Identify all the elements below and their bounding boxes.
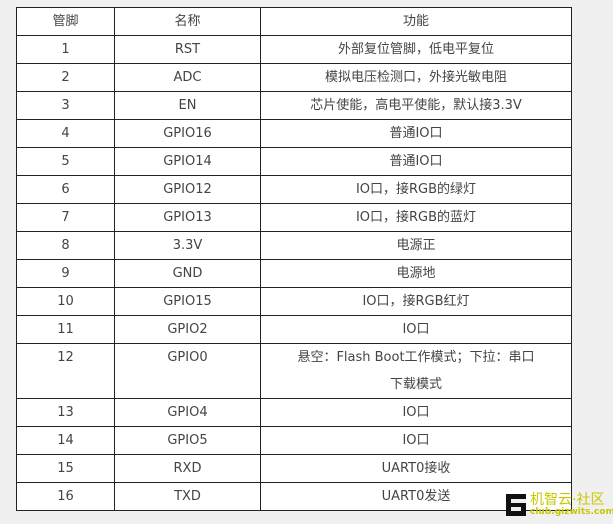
table-row: 13 GPIO4 IO口 — [16, 398, 572, 427]
cell-function: 普通IO口 — [260, 147, 572, 176]
cell-name: ADC — [114, 63, 261, 92]
cell-name: GPIO5 — [114, 426, 261, 455]
cell-name: EN — [114, 91, 261, 120]
cell-name: GPIO12 — [114, 175, 261, 204]
table-row: 1 RST 外部复位管脚，低电平复位 — [16, 35, 572, 64]
table-row: 10 GPIO15 IO口，接RGB红灯 — [16, 287, 572, 316]
cell-pin: 5 — [16, 147, 115, 176]
header-pin: 管脚 — [16, 7, 115, 36]
cell-name: GPIO2 — [114, 315, 261, 344]
cell-name: GPIO15 — [114, 287, 261, 316]
watermark-title: 机智云·社区 — [530, 492, 605, 508]
cell-name: GPIO4 — [114, 398, 261, 427]
watermark: 机智云·社区 club.gizwits.com — [506, 493, 613, 517]
cell-function: IO口 — [260, 426, 572, 455]
cell-function: 模拟电压检测口，外接光敏电阻 — [260, 63, 572, 92]
cell-pin: 14 — [16, 426, 115, 455]
cell-function: IO口，接RGB的绿灯 — [260, 175, 572, 204]
cell-pin: 10 — [16, 287, 115, 316]
cell-name: GPIO16 — [114, 119, 261, 148]
table-row: 6 GPIO12 IO口，接RGB的绿灯 — [16, 175, 572, 204]
cell-name: TXD — [114, 482, 261, 511]
cell-name: GPIO0 — [114, 343, 261, 399]
cell-function: IO口 — [260, 315, 572, 344]
cell-pin: 3 — [16, 91, 115, 120]
cell-name: GPIO14 — [114, 147, 261, 176]
cell-pin: 7 — [16, 203, 115, 232]
cell-pin: 16 — [16, 482, 115, 511]
cell-pin: 9 — [16, 259, 115, 288]
cell-pin: 15 — [16, 454, 115, 483]
table-row: 16 TXD UART0发送 — [16, 482, 572, 511]
header-function: 功能 — [260, 7, 572, 36]
cell-pin: 12 — [16, 343, 115, 399]
table-row: 15 RXD UART0接收 — [16, 454, 572, 483]
cell-function: IO口，接RGB红灯 — [260, 287, 572, 316]
cell-function: UART0接收 — [260, 454, 572, 483]
cell-name: RST — [114, 35, 261, 64]
cell-pin: 11 — [16, 315, 115, 344]
cell-name: GND — [114, 259, 261, 288]
cell-pin: 6 — [16, 175, 115, 204]
cell-function: 芯片使能，高电平使能，默认接3.3V — [260, 91, 572, 120]
table-row: 7 GPIO13 IO口，接RGB的蓝灯 — [16, 203, 572, 232]
table-row: 12 GPIO0 悬空：Flash Boot工作模式；下拉：串口下载模式 — [16, 343, 572, 399]
table-row: 9 GND 电源地 — [16, 259, 572, 288]
cell-name: 3.3V — [114, 231, 261, 260]
watermark-url: club.gizwits.com — [530, 507, 613, 517]
table-row: 4 GPIO16 普通IO口 — [16, 119, 572, 148]
table-row: 8 3.3V 电源正 — [16, 231, 572, 260]
cell-name: RXD — [114, 454, 261, 483]
cell-pin: 2 — [16, 63, 115, 92]
cell-function: IO口 — [260, 398, 572, 427]
cell-pin: 4 — [16, 119, 115, 148]
table-row: 3 EN 芯片使能，高电平使能，默认接3.3V — [16, 91, 572, 120]
cell-pin: 13 — [16, 398, 115, 427]
cell-function: IO口，接RGB的蓝灯 — [260, 203, 572, 232]
table-row: 5 GPIO14 普通IO口 — [16, 147, 572, 176]
cell-pin: 8 — [16, 231, 115, 260]
table-row: 14 GPIO5 IO口 — [16, 426, 572, 455]
table-row: 2 ADC 模拟电压检测口，外接光敏电阻 — [16, 63, 572, 92]
table-row: 11 GPIO2 IO口 — [16, 315, 572, 344]
cell-name: GPIO13 — [114, 203, 261, 232]
gizwits-logo-icon — [506, 494, 526, 516]
cell-function: 悬空：Flash Boot工作模式；下拉：串口下载模式 — [260, 343, 572, 399]
cell-function: 外部复位管脚，低电平复位 — [260, 35, 572, 64]
pin-table: 管脚 名称 功能 1 RST 外部复位管脚，低电平复位 2 ADC 模拟电压检测口，外接光… — [16, 7, 572, 511]
header-name: 名称 — [114, 7, 261, 36]
table-header: 管脚 名称 功能 — [16, 7, 572, 36]
cell-function: 电源正 — [260, 231, 572, 260]
cell-function: 电源地 — [260, 259, 572, 288]
cell-pin: 1 — [16, 35, 115, 64]
cell-function: 普通IO口 — [260, 119, 572, 148]
